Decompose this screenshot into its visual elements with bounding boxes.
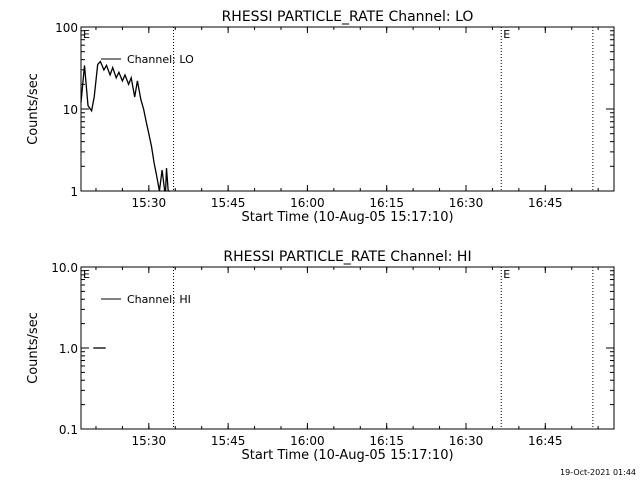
plot-frame: [80, 266, 615, 430]
x-tick-label: 16:15: [369, 196, 404, 210]
plot-frame: [80, 26, 615, 192]
y-tick-label: 1: [70, 185, 78, 199]
chart-title: RHESSI PARTICLE_RATE Channel: LO: [222, 9, 474, 25]
event-line-label: E: [503, 268, 510, 281]
chart-title: RHESSI PARTICLE_RATE Channel: HI: [223, 249, 471, 265]
x-tick-label: 16:00: [290, 196, 325, 210]
start-marker: E: [83, 28, 90, 41]
legend-label: Channel: LO: [127, 53, 194, 66]
event-line-label: E: [503, 28, 510, 41]
x-tick-label: 15:30: [132, 196, 167, 210]
y-tick-label: 10: [63, 103, 78, 117]
y-tick-label: 1.0: [59, 342, 78, 356]
x-tick-label: 15:45: [211, 196, 246, 210]
x-axis-label: Start Time (10-Aug-05 15:17:10): [241, 448, 453, 463]
x-tick-label: 16:45: [528, 434, 563, 448]
x-tick-label: 16:45: [528, 196, 563, 210]
x-tick-label: 16:15: [369, 434, 404, 448]
timestamp: 19-Oct-2021 01:44: [560, 468, 636, 477]
x-tick-label: 16:30: [449, 196, 484, 210]
legend-label: Channel: HI: [127, 293, 191, 306]
chart-panel-1: RHESSI PARTICLE_RATE Channel: LO 15:30 15:…: [26, 9, 615, 225]
y-tick-label: 100: [55, 21, 78, 35]
y-axis-label: Counts/sec: [26, 312, 41, 384]
x-axis-label: Start Time (10-Aug-05 15:17:10): [241, 210, 453, 225]
x-tick-label: 15:45: [211, 434, 246, 448]
y-tick-label: 10.0: [51, 261, 78, 275]
y-axis-label: Counts/sec: [26, 73, 41, 145]
x-tick-label: 16:00: [290, 434, 325, 448]
x-tick-label: 15:30: [132, 434, 167, 448]
series-line: [80, 60, 170, 192]
start-marker: E: [83, 268, 90, 281]
x-tick-label: 16:30: [449, 434, 484, 448]
y-tick-label: 0.1: [59, 423, 78, 437]
chart-panel-2: RHESSI PARTICLE_RATE Channel: HI 15:30 15:…: [26, 249, 615, 463]
